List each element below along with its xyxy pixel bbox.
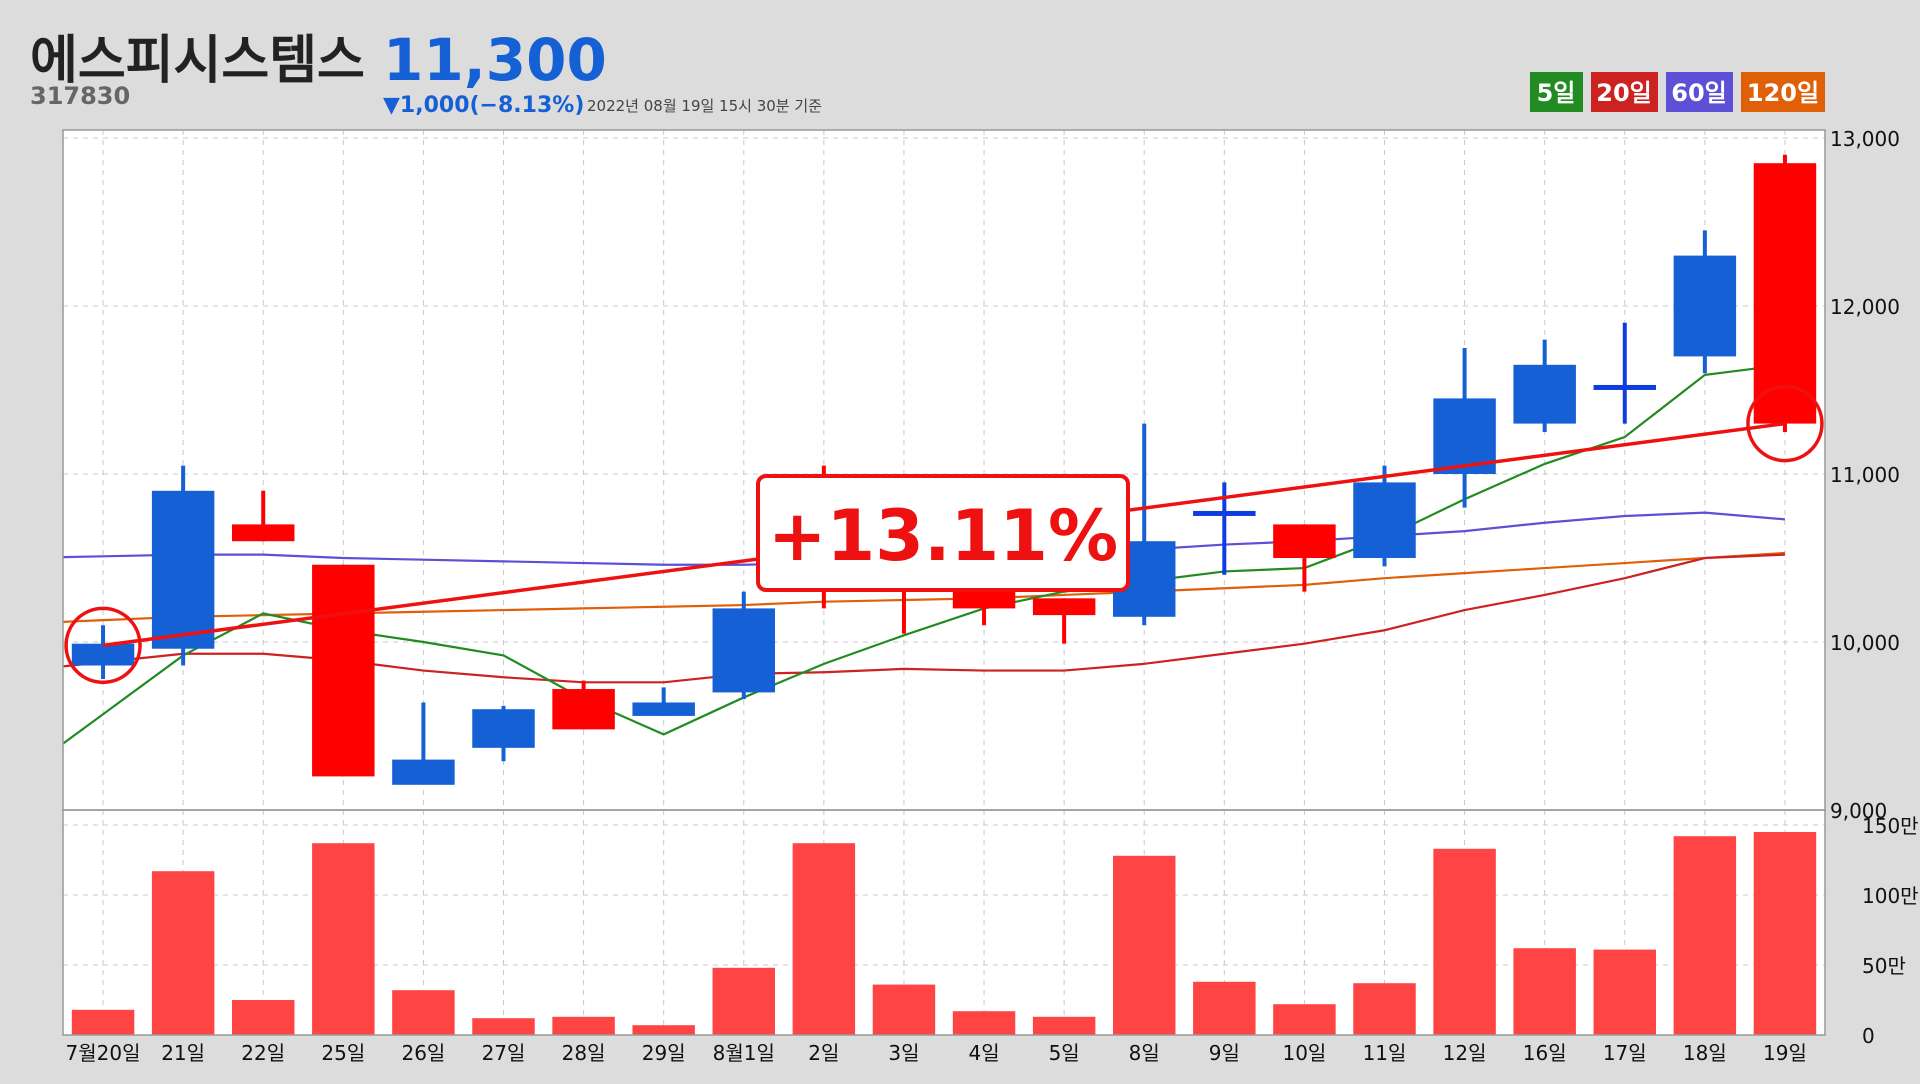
volume-bar: [71, 1009, 135, 1035]
date-tick-label: 25일: [321, 1041, 365, 1065]
volume-bar: [472, 1018, 535, 1035]
candle-body: [1273, 524, 1336, 558]
date-tick-label: 7월20일: [66, 1041, 141, 1065]
candle-body: [1193, 510, 1256, 516]
volume-tick-label: 50만: [1862, 954, 1906, 978]
volume-tick-label: 150만: [1862, 814, 1919, 838]
candle-body: [552, 689, 615, 730]
volume-axis: 150만 100만 50만 0: [1862, 814, 1919, 1048]
date-tick-label: 17일: [1603, 1041, 1647, 1065]
candle-body: [312, 564, 375, 777]
candle-body: [231, 524, 295, 542]
date-tick-label: 2일: [808, 1041, 839, 1065]
volume-bar: [231, 1000, 295, 1035]
candle-body: [472, 709, 535, 748]
ma-legend: 5일 20일 60일 120일: [1530, 72, 1825, 112]
annotation-box: [756, 474, 1130, 592]
date-tick-label: 12일: [1443, 1041, 1487, 1065]
volume-panel-border: [62, 809, 1826, 1036]
date-tick-label: 21일: [161, 1041, 205, 1065]
current-price: 11,300: [383, 26, 607, 94]
legend-badge-ma120: [1741, 72, 1825, 112]
stock-name: 에스피시스템스: [30, 31, 365, 91]
volume-bar: [872, 984, 936, 1035]
volume-bar: [1112, 855, 1176, 1035]
volume-bar: [1273, 1004, 1336, 1035]
price-tick-label: 13,000: [1830, 127, 1900, 151]
volume-bars: [71, 832, 1817, 1035]
price-tick-label: 12,000: [1830, 295, 1900, 319]
candle-body: [632, 702, 695, 716]
volume-bar: [712, 967, 776, 1035]
price-tick-label: 9,000: [1830, 799, 1887, 823]
volume-bar: [1593, 949, 1657, 1035]
highlight-circle: [1746, 384, 1824, 463]
date-axis: 7월20일 21일 22일 25일 26일 27일 28일 29일 8월1일 2일 3일 4일 5일 8일…: [66, 1041, 1807, 1065]
legend-label-ma20: 20일: [1596, 79, 1651, 107]
volume-tick-label: 100만: [1862, 884, 1919, 908]
legend-badge-ma60: [1666, 72, 1733, 112]
date-tick-label: 19일: [1763, 1041, 1807, 1065]
candle-body: [71, 643, 135, 666]
highlight-circle: [64, 606, 142, 685]
date-tick-label: 29일: [642, 1041, 686, 1065]
date-tick-label: 22일: [241, 1041, 285, 1065]
price-tick-label: 11,000: [1830, 463, 1900, 487]
date-tick-label: 8일: [1129, 1041, 1160, 1065]
volume-bar: [1673, 836, 1737, 1035]
volume-bar: [312, 843, 375, 1035]
gain-annotation: +13.11%: [756, 474, 1130, 592]
date-tick-label: 26일: [401, 1041, 445, 1065]
volume-bar: [952, 1011, 1016, 1035]
date-tick-label: 3일: [888, 1041, 919, 1065]
date-tick-label: 9일: [1209, 1041, 1240, 1065]
legend-label-ma120: 120일: [1747, 79, 1819, 107]
gain-annotation-text: +13.11%: [768, 495, 1118, 577]
candle-body: [1353, 482, 1416, 558]
date-tick-label: 10일: [1282, 1041, 1326, 1065]
price-tick-label: 10,000: [1830, 631, 1900, 655]
price-change: ▼1,000(−8.13%): [383, 93, 584, 118]
date-tick-label: 16일: [1523, 1041, 1567, 1065]
candle-body: [392, 759, 455, 785]
candle-body: [1753, 163, 1817, 424]
volume-bar: [1513, 948, 1576, 1035]
candle-body: [1673, 255, 1737, 357]
volume-bar: [151, 871, 215, 1035]
legend-badge-ma20: [1591, 72, 1658, 112]
candle-body: [1593, 384, 1657, 390]
date-tick-label: 4일: [968, 1041, 999, 1065]
candle-body: [1513, 364, 1576, 424]
volume-tick-label: 0: [1862, 1024, 1875, 1048]
date-tick-label: 8월1일: [713, 1041, 775, 1065]
candle-body: [1032, 598, 1096, 616]
date-tick-label: 28일: [562, 1041, 606, 1065]
volume-bar: [632, 1025, 695, 1035]
volume-bar: [392, 990, 455, 1035]
price-axis: 13,000 12,000 11,000 10,000 9,000: [1830, 127, 1900, 823]
candle-body: [151, 490, 215, 649]
volume-bar: [552, 1016, 615, 1035]
legend-badge-ma5: [1530, 72, 1583, 112]
stock-code: 317830: [30, 82, 130, 110]
legend-label-ma60: 60일: [1671, 79, 1726, 107]
volume-bar: [1753, 832, 1817, 1035]
legend-label-ma5: 5일: [1537, 79, 1576, 107]
volume-bar: [1032, 1016, 1096, 1035]
date-tick-label: 27일: [482, 1041, 526, 1065]
volume-bar: [1193, 981, 1256, 1035]
date-tick-label: 18일: [1683, 1041, 1727, 1065]
volume-bar: [1353, 983, 1416, 1035]
volume-bar: [1433, 848, 1496, 1035]
timestamp: 2022년 08월 19일 15시 30분 기준: [587, 97, 822, 115]
volume-bar: [792, 843, 856, 1035]
date-tick-label: 11일: [1363, 1041, 1407, 1065]
candle-body: [712, 608, 776, 693]
date-tick-label: 5일: [1049, 1041, 1080, 1065]
